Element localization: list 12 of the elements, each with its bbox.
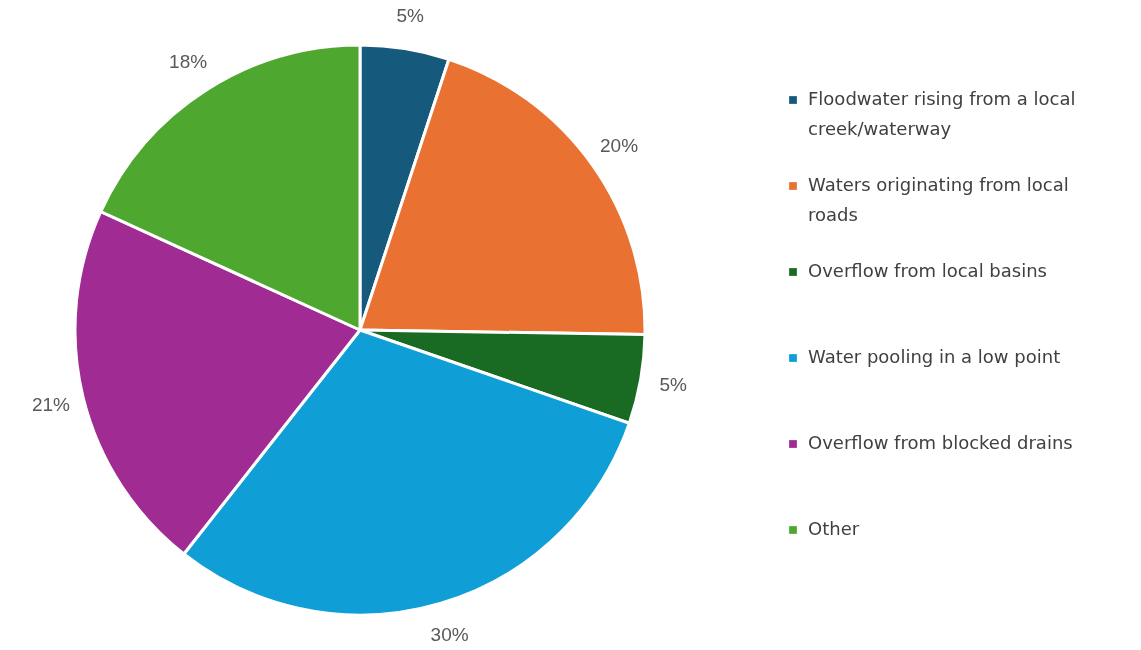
legend-label: Overflow from blocked drains	[808, 432, 1073, 453]
data-label: 5%	[396, 4, 425, 26]
data-label: 21%	[31, 393, 71, 415]
legend-label: Overflow from local basins	[808, 260, 1047, 281]
legend-label: Water pooling in a low point	[808, 346, 1061, 367]
legend-label: Waters originating from local roads	[808, 174, 1069, 225]
data-label: 5%	[659, 374, 687, 396]
data-label: 20%	[600, 134, 639, 156]
legend-label: Other	[808, 518, 860, 539]
data-label: 30%	[430, 624, 469, 646]
legend-label: Floodwater rising from a local creek/waterway	[808, 88, 1076, 139]
data-label: 18%	[169, 51, 208, 73]
